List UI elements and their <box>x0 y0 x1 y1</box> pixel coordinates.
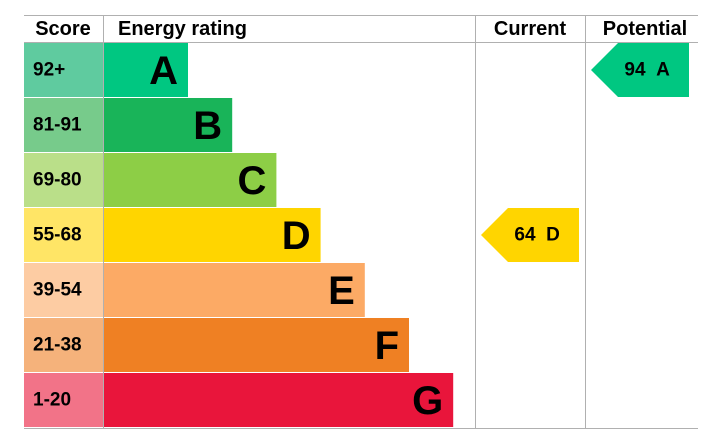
header-energy-rating: Energy rating <box>118 18 247 40</box>
rating-bar <box>104 98 233 152</box>
score-cell <box>24 153 103 207</box>
score-range: 81-91 <box>33 115 82 136</box>
score-cell <box>24 373 103 427</box>
score-range: 55-68 <box>33 225 82 246</box>
score-range: 39-54 <box>33 280 82 301</box>
score-range: 21-38 <box>33 335 82 356</box>
rating-bar <box>104 263 365 317</box>
potential-letter: A <box>656 60 670 81</box>
rating-letter: C <box>238 159 267 203</box>
rating-letter: E <box>328 269 355 313</box>
potential-arrow <box>591 43 689 97</box>
current-arrow <box>481 208 579 262</box>
score-cell <box>24 263 103 317</box>
rating-bar <box>104 318 409 372</box>
rating-bar <box>104 43 188 97</box>
rating-letter: B <box>193 104 222 148</box>
header-score: Score <box>35 18 91 40</box>
rating-letter: A <box>149 49 178 93</box>
score-range: 92+ <box>33 60 65 81</box>
score-range: 69-80 <box>33 170 82 191</box>
potential-value: 94 <box>624 60 646 81</box>
rating-letter: F <box>375 324 399 368</box>
score-cell <box>24 318 103 372</box>
rating-letter: G <box>412 379 443 423</box>
score-cell <box>24 208 103 262</box>
score-cell <box>24 98 103 152</box>
rating-bar <box>104 153 277 207</box>
score-range: 1-20 <box>33 390 71 411</box>
current-letter: D <box>546 225 560 246</box>
current-value: 64 <box>514 225 536 246</box>
rating-bar <box>104 373 454 427</box>
score-cell <box>24 43 103 97</box>
rating-bar <box>104 208 321 262</box>
header-potential: Potential <box>603 18 687 40</box>
header-current: Current <box>494 18 567 40</box>
rating-letter: D <box>282 214 311 258</box>
